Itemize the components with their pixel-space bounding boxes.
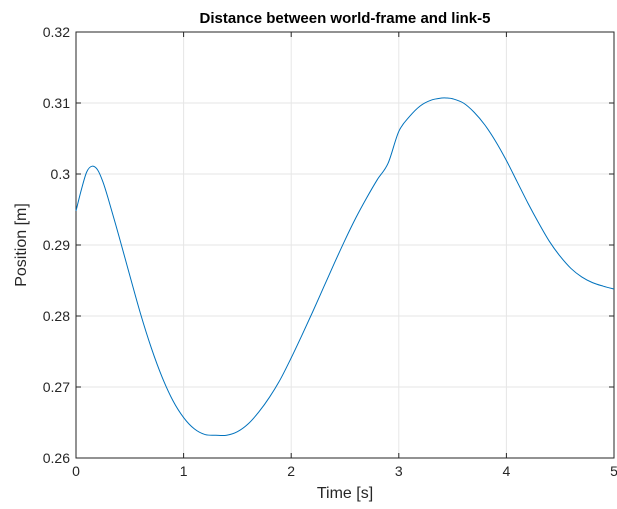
x-tick-label: 1	[180, 463, 188, 479]
y-tick-label: 0.31	[43, 95, 70, 111]
x-tick-label: 3	[395, 463, 403, 479]
y-axis-label: Position [m]	[13, 203, 30, 287]
x-tick-label: 5	[610, 463, 617, 479]
series-line	[75, 97, 615, 437]
grid	[75, 31, 615, 459]
x-tick-label: 2	[287, 463, 295, 479]
chart-title: Distance between world-frame and link-5	[200, 10, 491, 27]
axis-ticks: 0 1 2 3 4 5 0.26 0.27 0.28 0.29 0.3 0.31 0.32	[43, 24, 617, 479]
y-tick-label: 0.28	[43, 308, 70, 324]
x-axis-label: Time [s]	[317, 485, 373, 502]
x-tick-label: 0	[72, 463, 80, 479]
y-tick-label: 0.29	[43, 237, 70, 253]
x-tick-label: 4	[503, 463, 511, 479]
y-tick-label: 0.3	[51, 166, 71, 182]
y-tick-label: 0.26	[43, 450, 70, 466]
y-tick-label: 0.27	[43, 379, 70, 395]
y-tick-label: 0.32	[43, 24, 70, 40]
